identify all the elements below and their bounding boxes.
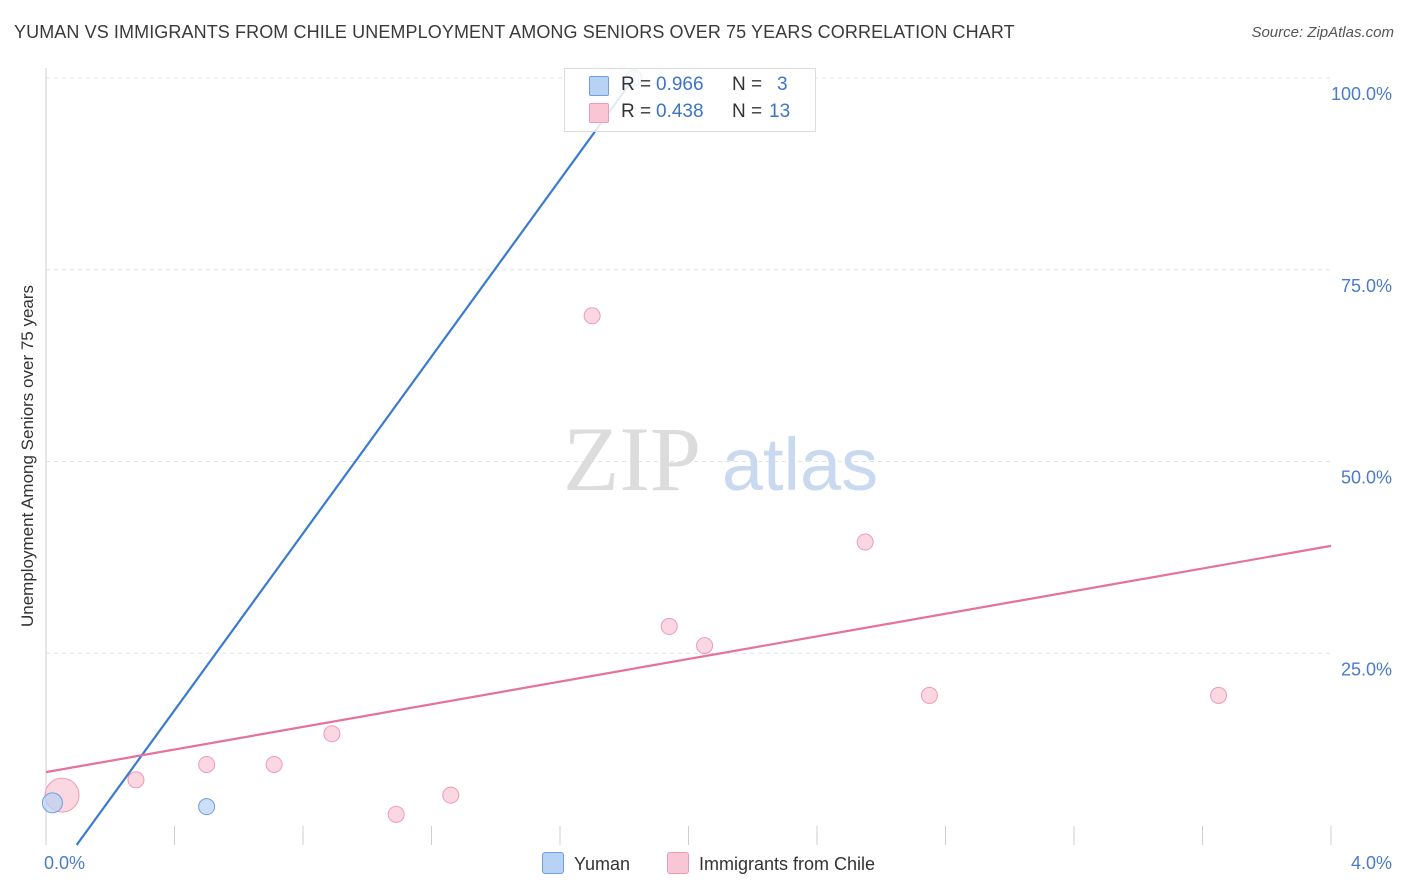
correlation-legend: R = 0.966 N = 3 R = 0.438 N = 13	[564, 68, 816, 132]
y-tick-label: 25.0%	[1341, 659, 1392, 679]
bottom-legend-swatch-yuman	[542, 852, 564, 874]
legend-n-value: 13	[769, 101, 791, 122]
chart-title: YUMAN VS IMMIGRANTS FROM CHILE UNEMPLOYM…	[14, 22, 1015, 42]
y-tick-label: 50.0%	[1341, 468, 1392, 488]
x-tick-label: 4.0%	[1351, 853, 1392, 873]
legend-n-label: N =	[732, 74, 763, 95]
watermark-atlas: atlas	[722, 423, 878, 506]
bottom-legend-label-yuman: Yuman	[574, 854, 631, 874]
trendline-yuman	[75, 77, 635, 846]
x-tick-label: 0.0%	[44, 853, 85, 873]
data-point-yuman	[198, 798, 216, 816]
grid-lines	[46, 77, 1331, 654]
legend-n-value: 3	[777, 74, 788, 95]
data-point-chile	[1210, 686, 1228, 704]
data-point-chile	[387, 805, 405, 823]
legend-n-label: N =	[732, 101, 763, 122]
axes	[45, 68, 1332, 845]
data-point-chile	[696, 637, 714, 655]
data-point-chile	[265, 755, 283, 773]
x-tick-labels: 0.0% 4.0%	[44, 853, 1392, 873]
legend-swatch-yuman	[589, 76, 609, 96]
data-point-yuman	[41, 792, 63, 814]
legend-r-value: 0.438	[656, 101, 704, 122]
y-tick-label: 75.0%	[1341, 276, 1392, 296]
data-point-chile	[660, 617, 678, 635]
bottom-legend-chile: Immigrants from Chile	[667, 852, 875, 875]
data-point-chile	[127, 771, 145, 789]
legend-r-value: 0.966	[656, 74, 704, 95]
watermark: ZIP atlas	[563, 408, 878, 510]
data-point-chile	[323, 725, 341, 743]
data-point-chile	[920, 686, 938, 704]
legend-swatch-chile	[589, 103, 609, 123]
legend-r-label: R =	[621, 74, 652, 95]
source-label: Source: ZipAtlas.com	[1251, 24, 1394, 41]
bottom-legend-yuman: Yuman	[542, 852, 630, 875]
y-tick-label: 100.0%	[1331, 84, 1392, 104]
data-point-chile	[583, 307, 601, 325]
data-point-chile	[856, 533, 874, 551]
watermark-zip: ZIP	[563, 408, 701, 510]
data-point-chile	[198, 755, 216, 773]
legend-r-label: R =	[621, 101, 652, 122]
bottom-legend-swatch-chile	[667, 852, 689, 874]
trendline-chile	[45, 544, 1332, 774]
trendlines	[45, 77, 1332, 846]
data-points	[41, 69, 1228, 823]
y-tick-labels: 25.0% 50.0% 75.0% 100.0%	[1331, 84, 1392, 679]
bottom-legend-label-chile: Immigrants from Chile	[699, 854, 876, 874]
data-point-chile	[442, 786, 460, 804]
